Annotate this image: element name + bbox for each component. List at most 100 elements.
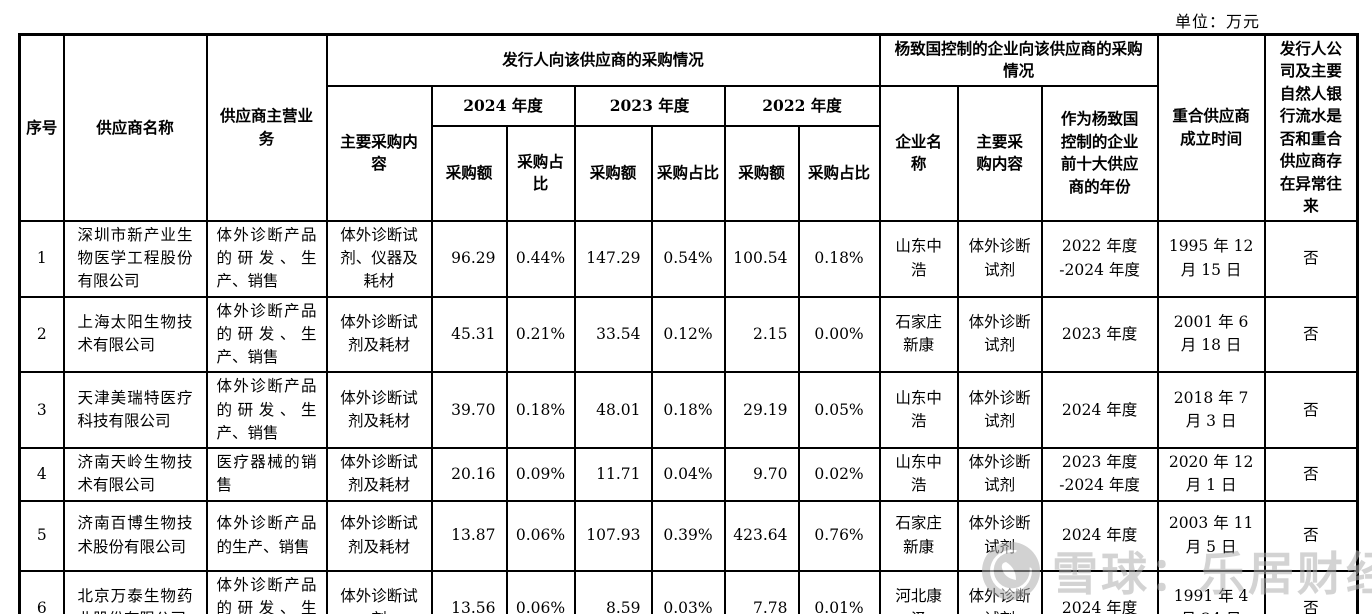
cell-established: 2001 年 6 月 18 日: [1156, 295, 1266, 374]
cell-yzg-years: 2022 年度 -2024 年度: [1040, 219, 1159, 298]
cell-yzg-years: 2023 年度 -2024 年度: [1040, 447, 1159, 502]
header-amount-2024: 采购额: [430, 124, 508, 222]
header-main-purchase: 主要采购内容: [325, 84, 433, 222]
cell-established: 1991 年 4 月 24 日: [1156, 569, 1266, 614]
cell-yzg-years: 2024 年度: [1040, 569, 1159, 614]
cell-enterprise: 石家庄新康: [878, 295, 959, 374]
cell-abnormal: 否: [1263, 447, 1359, 502]
cell-amount-2022: 29.19: [723, 371, 800, 449]
cell-seq: 1: [18, 219, 65, 298]
cell-ratio-2023: 0.54%: [650, 219, 726, 298]
header-ratio-2023: 采购占比: [650, 124, 726, 222]
cell-established: 2018 年 7 月 3 日: [1156, 371, 1266, 449]
cell-supplier-business: 体外诊断产品的研发、生产、销售: [205, 295, 328, 374]
cell-ratio-2024: 0.44%: [505, 219, 576, 298]
cell-ratio-2024: 0.06%: [505, 499, 576, 572]
cell-main-purchase: 体外诊断试剂及耗材: [325, 295, 433, 374]
cell-supplier-business: 体外诊断产品的生产、销售: [205, 499, 328, 572]
cell-yzg-purchase: 体外诊断试剂: [956, 219, 1043, 298]
cell-amount-2022: 2.15: [723, 295, 800, 374]
cell-abnormal: 否: [1263, 499, 1359, 572]
cell-established: 2003 年 11 月 5 日: [1156, 499, 1266, 572]
cell-enterprise: 山东中浩: [878, 371, 959, 449]
header-supplier-business: 供应商主营业务: [205, 33, 328, 222]
table-row: 4 济南天岭生物技术有限公司 医疗器械的销售 体外诊断试剂及耗材 20.16 0…: [18, 447, 1359, 502]
cell-supplier-business: 体外诊断产品的研发、生产、销售: [205, 371, 328, 449]
cell-ratio-2023: 0.39%: [650, 499, 726, 572]
cell-ratio-2023: 0.18%: [650, 371, 726, 449]
header-row-groups: 序号 供应商名称 供应商主营业务 发行人向该供应商的采购情况 杨致国控制的企业向…: [18, 33, 1359, 222]
cell-ratio-2022: 0.01%: [797, 569, 881, 614]
table-row: 3 天津美瑞特医疗科技有限公司 体外诊断产品的研发、生产、销售 体外诊断试剂及耗…: [18, 371, 1359, 449]
cell-supplier-business: 医疗器械的销售: [205, 447, 328, 502]
cell-yzg-years: 2024 年度: [1040, 371, 1159, 449]
cell-ratio-2024: 0.21%: [505, 295, 576, 374]
cell-supplier-name: 济南天岭生物技术有限公司: [62, 447, 208, 502]
cell-amount-2024: 13.87: [430, 499, 508, 572]
cell-amount-2024: 13.56: [430, 569, 508, 614]
header-yzg-purchase: 主要采购内容: [956, 84, 1043, 222]
header-issuer-group: 发行人向该供应商的采购情况: [325, 33, 881, 87]
cell-amount-2023: 11.71: [573, 447, 653, 502]
cell-amount-2022: 9.70: [723, 447, 800, 502]
cell-enterprise: 山东中浩: [878, 447, 959, 502]
cell-abnormal: 否: [1263, 219, 1359, 298]
cell-amount-2023: 48.01: [573, 371, 653, 449]
header-yzg-years: 作为杨致国控制的企业前十大供应商的年份: [1040, 84, 1159, 222]
cell-supplier-business: 体外诊断产品的研发、生产、销售: [205, 569, 328, 614]
header-yzg-group: 杨致国控制的企业向该供应商的采购情况: [878, 33, 1159, 87]
cell-amount-2022: 7.78: [723, 569, 800, 614]
cell-established: 1995 年 12 月 15 日: [1156, 219, 1266, 298]
cell-main-purchase: 体外诊断试剂及耗材: [325, 447, 433, 502]
header-row-years: 主要采购内容 2024 年度 2023 年度 2022 年度 企业名称 主要采购…: [20, 84, 1358, 222]
cell-amount-2024: 20.16: [430, 447, 508, 502]
cell-amount-2024: 39.70: [430, 371, 508, 449]
cell-ratio-2022: 0.76%: [797, 499, 881, 572]
cell-ratio-2022: 0.05%: [797, 371, 881, 449]
cell-ratio-2023: 0.03%: [650, 569, 726, 614]
cell-amount-2022: 423.64: [723, 499, 800, 572]
cell-abnormal: 否: [1263, 569, 1359, 614]
cell-amount-2023: 8.59: [573, 569, 653, 614]
cell-ratio-2023: 0.04%: [650, 447, 726, 502]
cell-seq: 4: [18, 447, 65, 502]
cell-supplier-name: 天津美瑞特医疗科技有限公司: [62, 371, 208, 449]
cell-enterprise: 石家庄新康: [878, 499, 959, 572]
cell-supplier-name: 深圳市新产业生物医学工程股份有限公司: [62, 219, 208, 298]
cell-supplier-name: 北京万泰生物药业股份有限公司: [62, 569, 208, 614]
cell-established: 2020 年 12 月 1 日: [1156, 447, 1266, 502]
cell-abnormal: 否: [1263, 371, 1359, 449]
cell-amount-2023: 33.54: [573, 295, 653, 374]
table-row: 1 深圳市新产业生物医学工程股份有限公司 体外诊断产品的研发、生产、销售 体外诊…: [18, 219, 1359, 298]
cell-seq: 2: [18, 295, 65, 374]
cell-seq: 3: [18, 371, 65, 449]
cell-yzg-years: 2023 年度: [1040, 295, 1159, 374]
cell-ratio-2024: 0.09%: [505, 447, 576, 502]
header-year-2023: 2023 年度: [573, 84, 726, 127]
cell-amount-2024: 96.29: [430, 219, 508, 298]
cell-yzg-purchase: 体外诊断试剂: [956, 295, 1043, 374]
header-abnormal: 发行人公司及主要自然人银行流水是否和重合供应商存在异常往来: [1263, 33, 1359, 222]
cell-ratio-2024: 0.18%: [505, 371, 576, 449]
cell-supplier-business: 体外诊断产品的研发、生产、销售: [205, 219, 328, 298]
cell-main-purchase: 体外诊断试剂及耗材: [325, 371, 433, 449]
header-enterprise-name: 企业名称: [878, 84, 959, 222]
table-row: 2 上海太阳生物技术有限公司 体外诊断产品的研发、生产、销售 体外诊断试剂及耗材…: [18, 295, 1359, 374]
cell-ratio-2022: 0.00%: [797, 295, 881, 374]
header-ratio-2022: 采购占比: [797, 124, 881, 222]
cell-enterprise: 河北康泽: [878, 569, 959, 614]
header-seq: 序号: [18, 33, 65, 222]
cell-yzg-years: 2024 年度: [1040, 499, 1159, 572]
cell-yzg-purchase: 体外诊断试剂: [956, 499, 1043, 572]
cell-main-purchase: 体外诊断试剂: [325, 569, 433, 614]
table-row: 6 北京万泰生物药业股份有限公司 体外诊断产品的研发、生产、销售 体外诊断试剂 …: [18, 569, 1359, 614]
header-amount-2023: 采购额: [573, 124, 653, 222]
unit-label: 单位：万元: [1174, 12, 1260, 31]
cell-yzg-purchase: 体外诊断试剂: [956, 447, 1043, 502]
cell-seq: 5: [18, 499, 65, 572]
cell-ratio-2022: 0.02%: [797, 447, 881, 502]
cell-yzg-purchase: 体外诊断试剂: [956, 371, 1043, 449]
cell-main-purchase: 体外诊断试剂、仪器及耗材: [325, 219, 433, 298]
cell-main-purchase: 体外诊断试剂及耗材: [325, 499, 433, 572]
